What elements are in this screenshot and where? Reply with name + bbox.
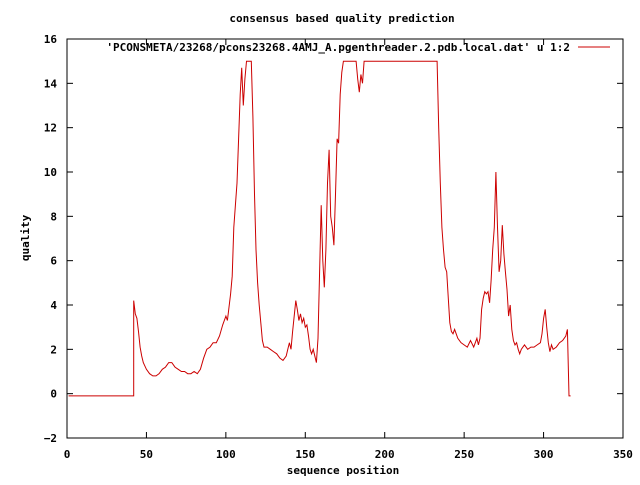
y-tick-label: 10 bbox=[44, 166, 57, 179]
x-tick-label: 150 bbox=[295, 448, 315, 461]
y-tick-label: 14 bbox=[44, 77, 58, 90]
y-tick-label: 8 bbox=[50, 210, 57, 223]
x-tick-label: 250 bbox=[454, 448, 474, 461]
series-line bbox=[68, 60, 571, 397]
x-tick-label: 350 bbox=[613, 448, 633, 461]
x-tick-label: 50 bbox=[140, 448, 153, 461]
legend-label: 'PCONSMETA/23268/pcons23268.4AMJ_A.pgent… bbox=[106, 41, 570, 54]
y-tick-label: 12 bbox=[44, 122, 57, 135]
x-axis-label: sequence position bbox=[287, 464, 400, 477]
y-tick-label: 0 bbox=[50, 388, 57, 401]
plot-frame bbox=[66, 38, 624, 439]
x-tick-label: 300 bbox=[534, 448, 554, 461]
y-tick-label: 16 bbox=[44, 33, 58, 46]
y-tick-label: 2 bbox=[50, 343, 57, 356]
y-tick-label: −2 bbox=[44, 432, 57, 445]
x-tick-label: 200 bbox=[375, 448, 395, 461]
axis-ticks: 0 50 100 150 200 250 300 350 −2 0 2 4 6 8 10 12 14 16 bbox=[44, 33, 633, 461]
x-tick-label: 0 bbox=[64, 448, 71, 461]
chart-title: consensus based quality prediction bbox=[229, 12, 454, 25]
y-tick-label: 6 bbox=[50, 255, 57, 268]
y-axis-label: quality bbox=[19, 214, 32, 261]
y-tick-label: 4 bbox=[50, 299, 57, 312]
x-tick-label: 100 bbox=[216, 448, 236, 461]
